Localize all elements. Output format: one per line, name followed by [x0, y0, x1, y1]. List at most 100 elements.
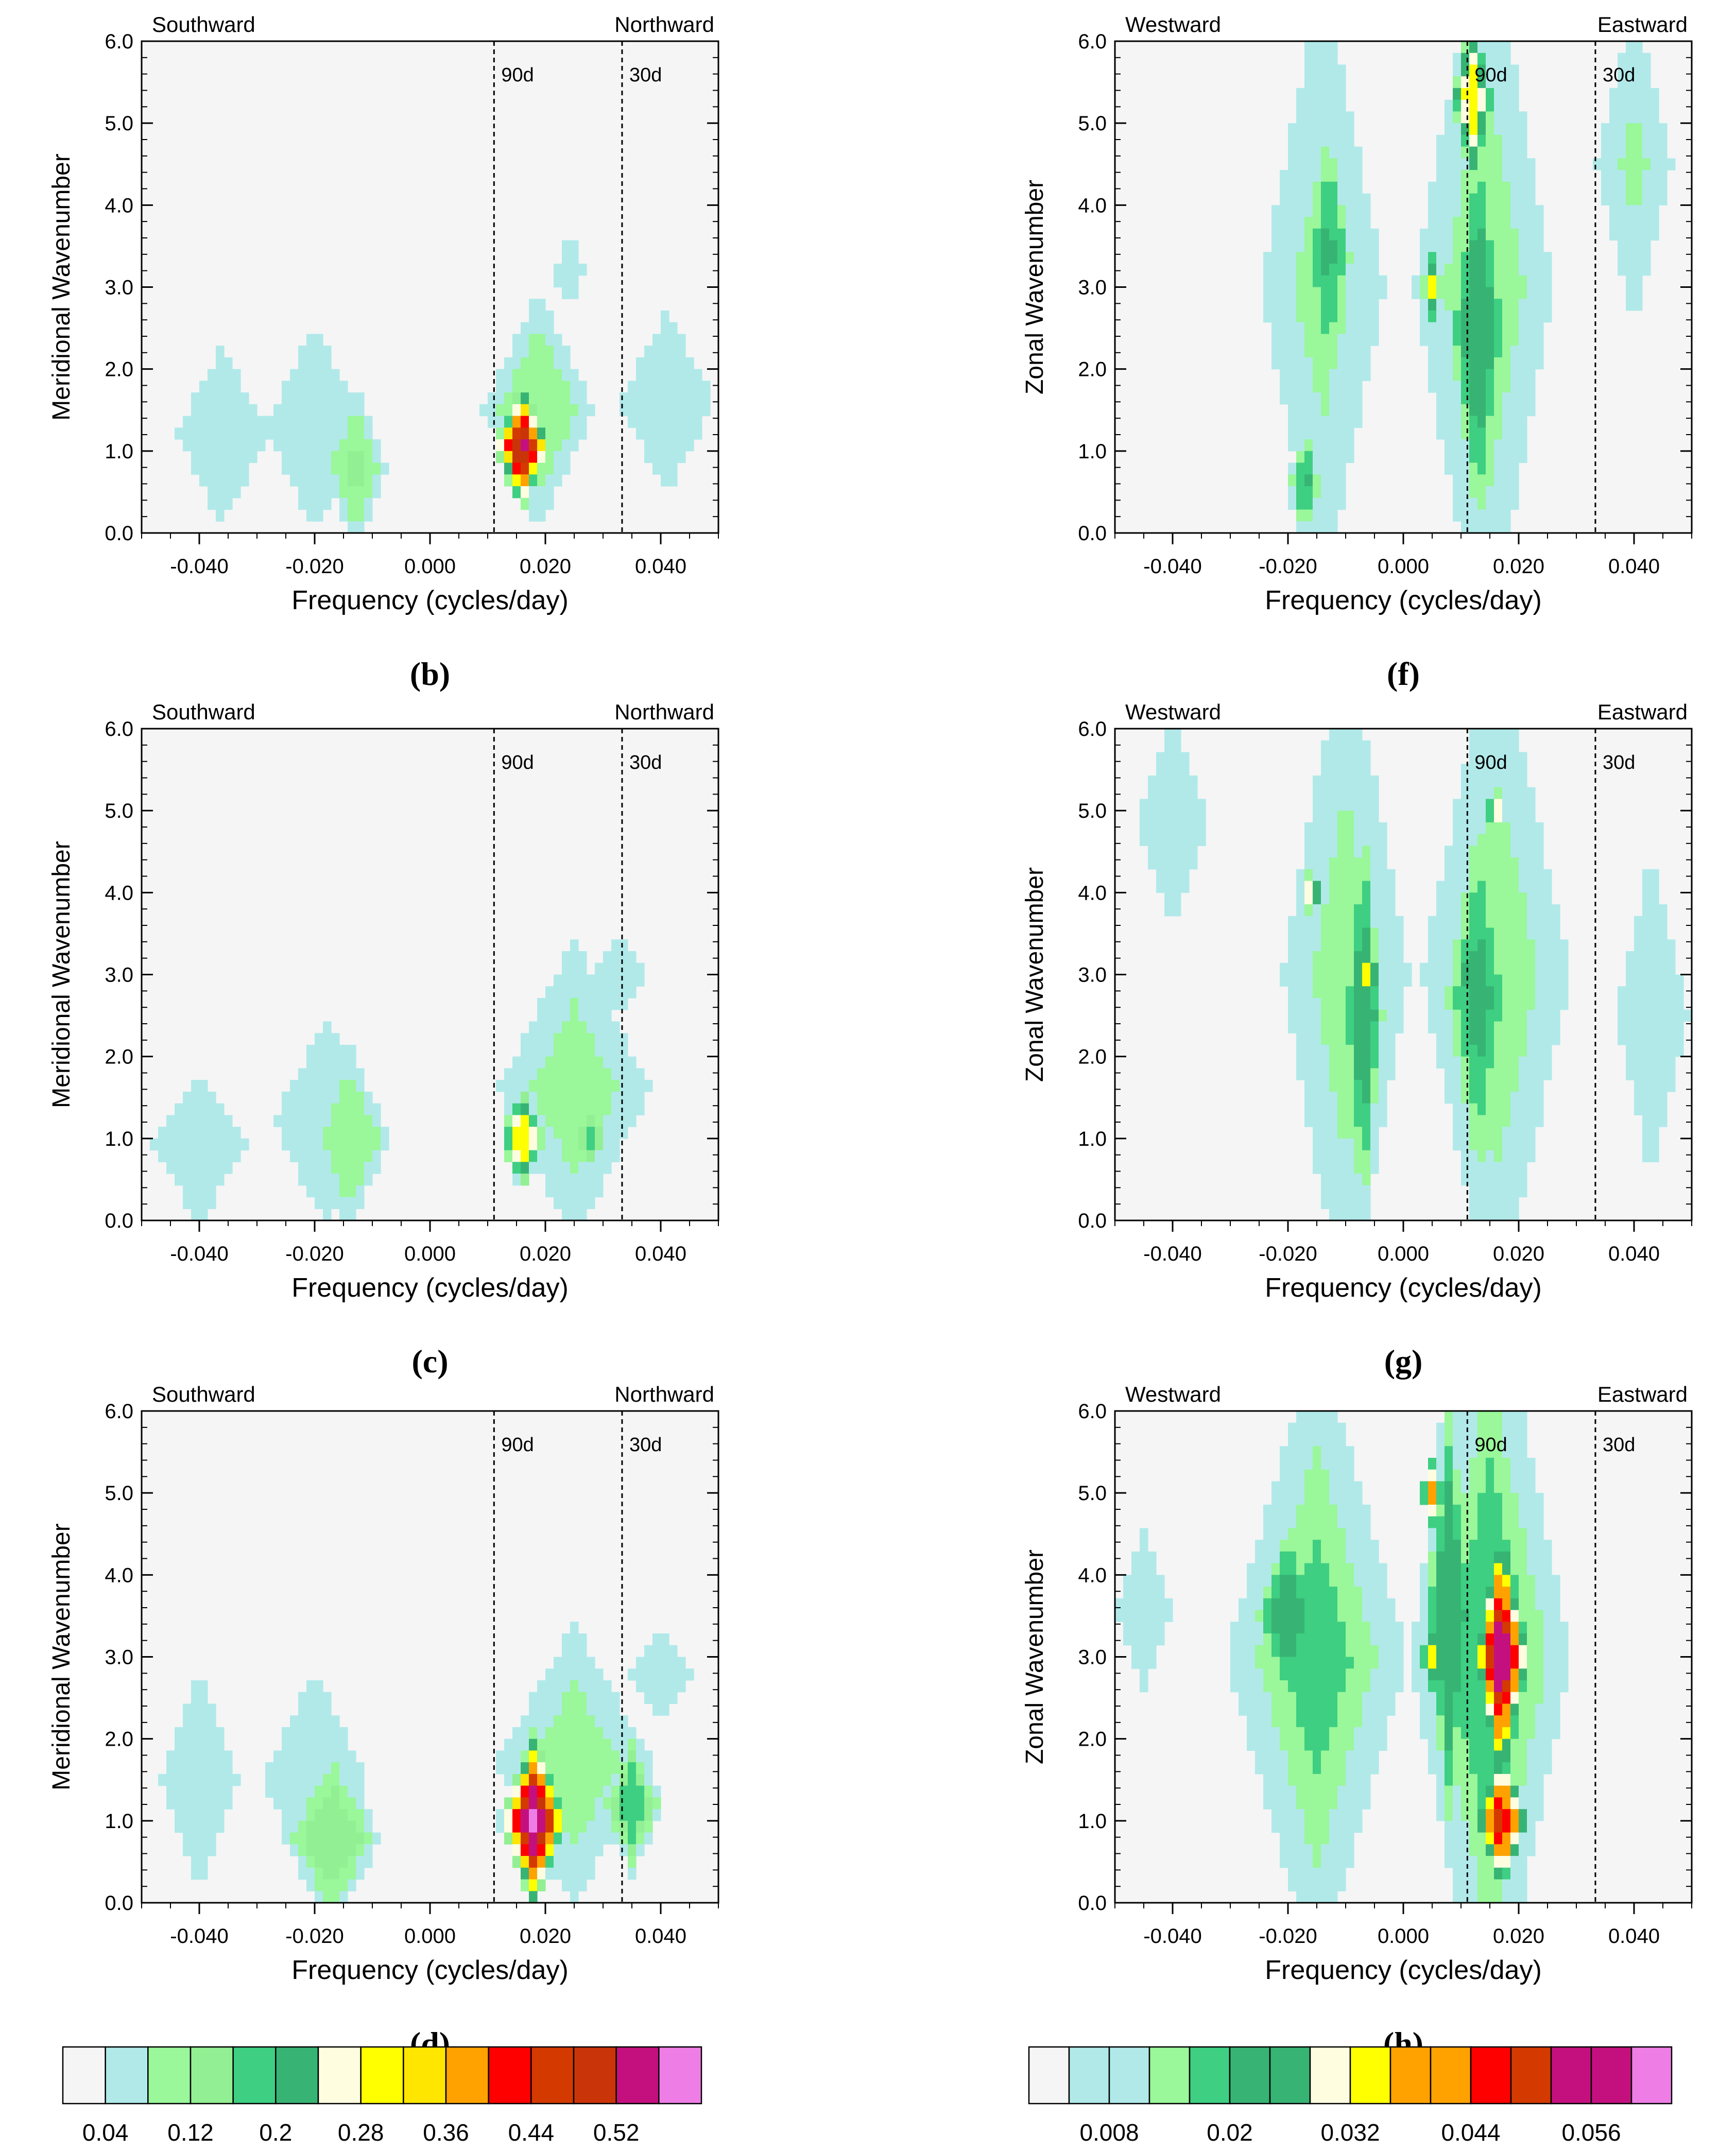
contour-cell — [1494, 775, 1503, 788]
contour-cell — [298, 1785, 307, 1798]
contour-cell — [1502, 439, 1511, 452]
contour-cell — [1436, 310, 1445, 323]
contour-cell — [1609, 134, 1618, 147]
contour-cell — [372, 1115, 381, 1127]
contour-cell — [570, 1879, 579, 1891]
contour-cell — [1642, 193, 1651, 205]
contour-cell — [1510, 1563, 1519, 1575]
contour-cell — [265, 427, 274, 440]
contour-cell — [1486, 822, 1494, 835]
contour-cell — [1337, 1009, 1346, 1022]
contour-cell — [1370, 1551, 1379, 1564]
contour-cell — [1675, 1033, 1684, 1045]
contour-cell — [356, 1068, 365, 1080]
contour-cell — [587, 1091, 595, 1104]
contour-cell — [1461, 1516, 1470, 1528]
contour-cell — [512, 1068, 521, 1080]
contour-cell — [1362, 1185, 1371, 1198]
contour-cell — [1642, 217, 1651, 229]
contour-cell — [1354, 205, 1363, 217]
contour-cell — [339, 1115, 348, 1127]
contour-cell — [1453, 881, 1462, 893]
contour-cell — [1527, 1009, 1536, 1022]
contour-cell — [1642, 974, 1651, 987]
contour-cell — [1321, 822, 1330, 835]
contour-cell — [1131, 1598, 1140, 1611]
contour-cell — [562, 1103, 571, 1115]
contour-cell — [1445, 1080, 1453, 1092]
contour-cell — [1535, 881, 1544, 893]
contour-cell — [1436, 997, 1445, 1010]
contour-cell — [529, 1138, 538, 1151]
contour-cell — [331, 1891, 340, 1903]
contour-cell — [364, 462, 373, 475]
contour-cell — [208, 474, 216, 487]
contour-cell — [1519, 1563, 1527, 1575]
contour-cell — [1535, 1115, 1544, 1127]
contour-cell — [521, 1809, 529, 1821]
contour-cell — [1321, 1174, 1330, 1186]
contour-cell — [1313, 1528, 1321, 1540]
contour-cell — [570, 1162, 579, 1174]
contour-cell — [1469, 322, 1478, 335]
contour-cell — [578, 974, 587, 987]
contour-cell — [1296, 1009, 1305, 1022]
contour-cell — [1445, 892, 1453, 905]
contour-cell — [1461, 1115, 1470, 1127]
contour-cell — [570, 1068, 579, 1080]
contour-cell — [1436, 334, 1445, 346]
contour-cell — [644, 416, 653, 428]
contour-cell — [512, 1127, 521, 1139]
contour-cell — [545, 986, 554, 998]
contour-cell — [603, 1832, 612, 1845]
contour-cell — [587, 997, 595, 1010]
contour-cell — [224, 439, 233, 452]
contour-cell — [166, 1785, 175, 1798]
contour-cell — [1453, 416, 1462, 428]
contour-cell — [1634, 264, 1643, 276]
contour-cell — [265, 1774, 274, 1786]
contour-cell — [1535, 1080, 1544, 1092]
contour-cell — [1445, 346, 1453, 358]
contour-cell — [282, 1727, 290, 1740]
contour-cell — [652, 334, 661, 346]
contour-cell — [175, 1785, 183, 1798]
contour-cell — [1131, 1563, 1140, 1575]
contour-cell — [1535, 869, 1544, 882]
contour-cell — [1329, 392, 1338, 405]
contour-cell — [1535, 1598, 1544, 1611]
contour-cell — [1477, 775, 1486, 788]
contour-cell — [1494, 1469, 1503, 1482]
contour-cell — [652, 357, 661, 370]
contour-cell — [1329, 181, 1338, 194]
contour-cell — [216, 497, 225, 510]
contour-cell — [537, 1703, 546, 1716]
contour-cell — [1510, 997, 1519, 1010]
contour-cell — [315, 1197, 323, 1209]
contour-cell — [1280, 1633, 1288, 1646]
contour-cell — [1354, 1504, 1363, 1517]
x-tick-label: 0.000 — [1378, 555, 1429, 578]
contour-cell — [570, 381, 579, 393]
contour-cell — [356, 486, 365, 498]
contour-cell — [175, 1127, 183, 1139]
contour-cell — [1412, 1633, 1420, 1646]
contour-cell — [306, 474, 315, 487]
contour-cell — [1642, 1150, 1651, 1162]
contour-cell — [1296, 416, 1305, 428]
contour-cell — [1519, 927, 1527, 940]
contour-cell — [1280, 381, 1288, 393]
contour-cell — [1461, 146, 1470, 159]
contour-cell — [1288, 1622, 1297, 1634]
contour-cell — [1494, 974, 1503, 987]
contour-cell — [611, 1103, 620, 1115]
contour-cell — [298, 486, 307, 498]
y-tick-label: 0.0 — [105, 522, 133, 545]
contour-cell — [199, 1844, 208, 1856]
contour-cell — [1296, 158, 1305, 170]
contour-cell — [1461, 170, 1470, 182]
contour-cell — [1477, 111, 1486, 124]
x-tick-label: -0.020 — [285, 1243, 343, 1265]
contour-cell — [1502, 1587, 1511, 1599]
contour-cell — [224, 1750, 233, 1763]
